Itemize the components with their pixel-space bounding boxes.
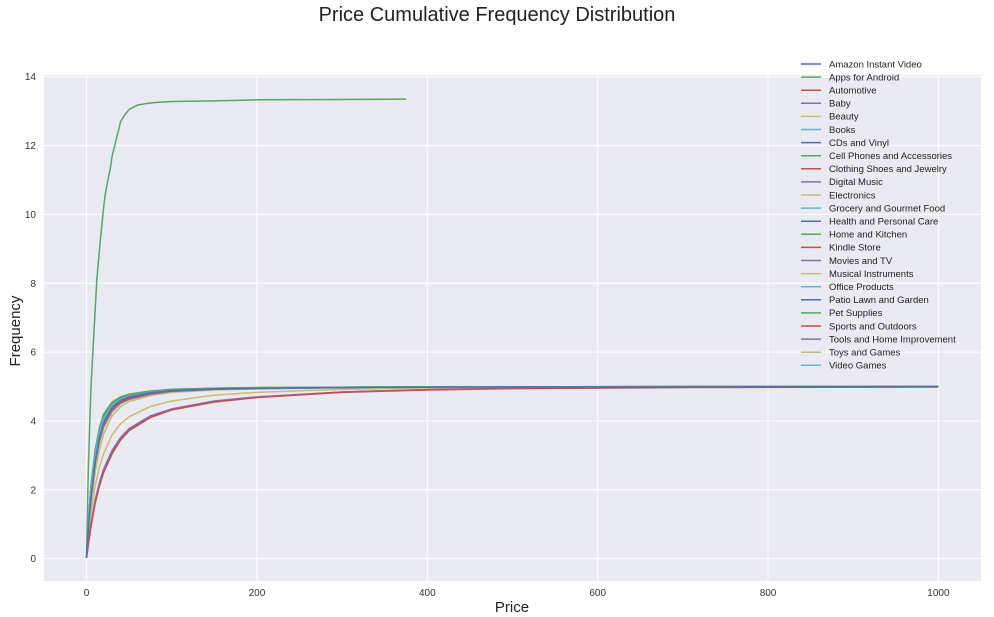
- series-line-apps-for-android: [85, 98, 407, 556]
- legend-label-tools-and-home-improvement: Tools and Home Improvement: [829, 334, 956, 345]
- x-tick-label: 800: [760, 588, 777, 599]
- legend-label-health-and-personal-care: Health and Personal Care: [829, 217, 938, 228]
- legend-label-apps-for-android: Apps for Android: [829, 72, 899, 83]
- series-lines: [85, 98, 939, 559]
- legend-label-beauty: Beauty: [829, 112, 859, 123]
- x-tick-label: 400: [419, 588, 436, 599]
- y-tick-label: 10: [25, 210, 37, 221]
- legend-label-office-products: Office Products: [829, 282, 894, 293]
- legend-label-home-and-kitchen: Home and Kitchen: [829, 230, 907, 241]
- x-tick-label: 600: [589, 588, 606, 599]
- legend-label-toys-and-games: Toys and Games: [829, 348, 901, 359]
- y-tick-label: 4: [30, 416, 36, 427]
- series-line-amazon-instant-video: [85, 385, 939, 558]
- x-axis-title: Price: [495, 599, 529, 616]
- y-tick-label: 8: [30, 279, 36, 290]
- x-tick-label: 1000: [927, 588, 950, 599]
- plot-area: [44, 75, 981, 581]
- legend-label-movies-and-tv: Movies and TV: [829, 256, 893, 267]
- legend-label-clothing-shoes-and-jewelry: Clothing Shoes and Jewelry: [829, 164, 947, 175]
- gridlines: [44, 75, 981, 581]
- legend-label-baby: Baby: [829, 99, 851, 110]
- legend-label-pet-supplies: Pet Supplies: [829, 308, 883, 319]
- legend: Amazon Instant Video Apps for Android Auto…: [801, 59, 956, 372]
- legend-label-cds-and-vinyl: CDs and Vinyl: [829, 138, 889, 149]
- legend-label-automotive: Automotive: [829, 86, 877, 97]
- y-tick-label: 14: [25, 72, 37, 83]
- legend-label-sports-and-outdoors: Sports and Outdoors: [829, 321, 917, 332]
- legend-label-cell-phones-and-accessories: Cell Phones and Accessories: [829, 151, 952, 162]
- legend-label-video-games: Video Games: [829, 361, 887, 372]
- tick-labels: 0 200 400 600 800 1000 0 2 4 6 8 10 12 14: [25, 72, 950, 599]
- y-tick-label: 2: [30, 485, 36, 496]
- legend-label-grocery-and-gourmet-food: Grocery and Gourmet Food: [829, 203, 945, 214]
- y-tick-label: 12: [25, 141, 37, 152]
- legend-label-patio-lawn-and-garden: Patio Lawn and Garden: [829, 295, 929, 306]
- y-axis-title: Frequency: [7, 295, 24, 366]
- legend-label-musical-instruments: Musical Instruments: [829, 269, 914, 280]
- x-tick-label: 0: [84, 588, 90, 599]
- x-tick-label: 200: [249, 588, 266, 599]
- legend-label-kindle-store: Kindle Store: [829, 243, 881, 254]
- legend-label-electronics: Electronics: [829, 190, 876, 201]
- legend-label-amazon-instant-video: Amazon Instant Video: [829, 59, 922, 70]
- legend-label-books: Books: [829, 125, 856, 136]
- y-tick-label: 6: [30, 348, 36, 359]
- chart-title: Price Cumulative Frequency Distribution: [319, 4, 676, 26]
- series-line-automotive: [85, 386, 939, 559]
- y-tick-label: 0: [30, 554, 36, 565]
- legend-label-digital-music: Digital Music: [829, 177, 883, 188]
